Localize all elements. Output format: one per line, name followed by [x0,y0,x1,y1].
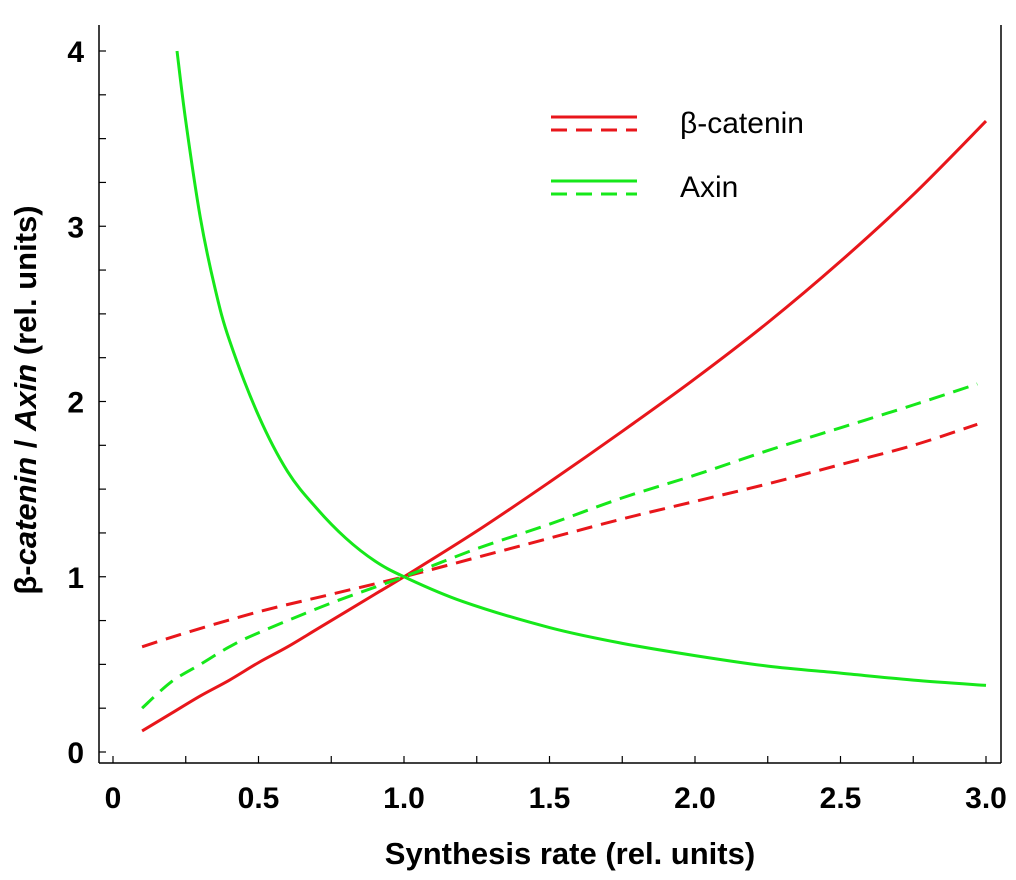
legend-beta-catenin-label: β-catenin [680,107,804,140]
x-tick-label: 2.0 [674,782,716,815]
x-axis-title: Synthesis rate (rel. units) [385,836,755,871]
axin-dashed-line [141,382,978,710]
x-tick-label: 1.5 [529,782,571,815]
x-tick-label: 0.5 [238,782,280,815]
y-axis-title-suffix: (rel. units) [8,205,43,363]
x-tick-label: 0 [105,782,122,815]
y-axis-title-separator: / [8,431,43,457]
y-axis-title: β-catenin / Axin (rel. units) [8,205,43,594]
y-tick-label: 4 [67,36,84,69]
x-tick-label: 2.5 [820,782,862,815]
axes: 0 0.5 1.0 1.5 2.0 2.5 3.0 0 1 2 3 4 [67,25,1007,815]
x-tick-label: 3.0 [965,782,1007,815]
legend-axin-label: Axin [680,171,738,204]
plot-series [141,50,988,733]
y-tick-label: 3 [67,211,84,244]
axin-solid-line [175,50,987,687]
y-axis-title-prefix: β- [8,565,43,594]
beta-catenin-solid-line [141,120,988,733]
y-tick-label: 2 [67,387,84,420]
y-axis-title-catenin: catenin [8,457,43,566]
y-tick-label: 0 [67,737,84,770]
beta-catenin-dashed-line [141,422,978,649]
x-tick-label: 1.0 [383,782,425,815]
legend: β-catenin Axin [551,107,804,204]
y-axis-title-axin: Axin [8,364,43,432]
y-tick-label: 1 [67,562,84,595]
